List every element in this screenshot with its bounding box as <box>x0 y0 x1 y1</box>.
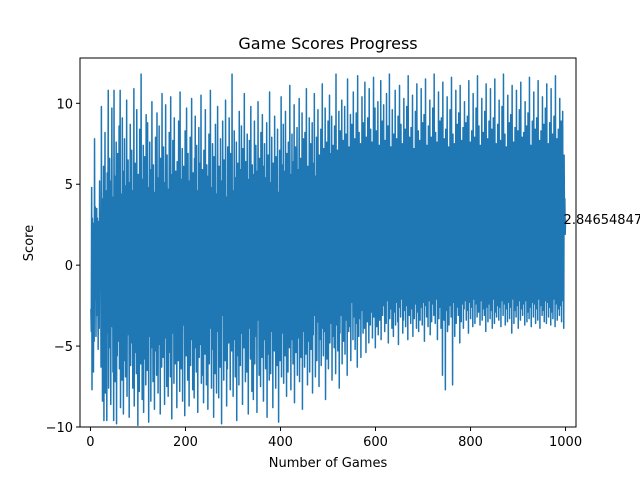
x-axis-label: Number of Games <box>269 456 388 471</box>
x-tick-label: 1000 <box>549 435 582 450</box>
y-tick-label: 10 <box>56 97 73 112</box>
chart-title: Game Scores Progress <box>238 34 417 53</box>
series-line <box>90 73 567 427</box>
x-tick-label: 0 <box>86 435 94 450</box>
x-tick-label: 400 <box>268 435 293 450</box>
plot-frame <box>79 57 577 428</box>
y-tick-label: 5 <box>65 178 73 193</box>
y-axis: −10 −5 0 5 10 <box>46 97 80 436</box>
y-tick-label: 0 <box>65 259 73 274</box>
x-tick-label: 600 <box>363 435 388 450</box>
end-value-annotation: 2.846548474 <box>564 213 640 228</box>
y-tick-label: −10 <box>46 421 73 436</box>
x-tick-label: 800 <box>458 435 483 450</box>
y-axis-label: Score <box>22 225 37 261</box>
x-tick-label: 200 <box>173 435 198 450</box>
x-axis: 0 200 400 600 800 1000 <box>86 427 582 450</box>
y-tick-label: −5 <box>54 340 73 355</box>
plot-area <box>79 57 577 428</box>
